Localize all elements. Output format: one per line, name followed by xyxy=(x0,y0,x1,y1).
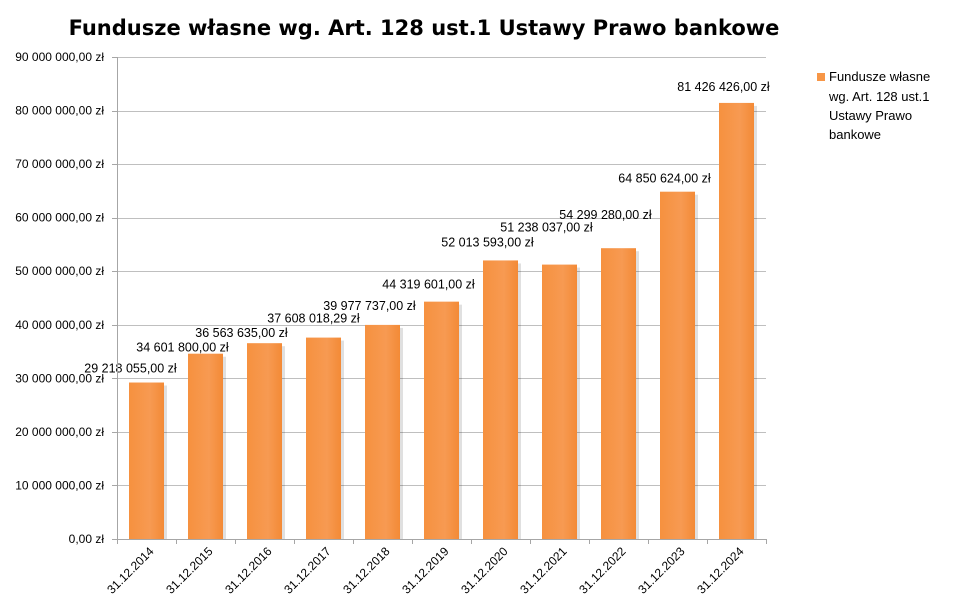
y-tick-label: 20 000 000,00 zł xyxy=(15,425,104,439)
bars xyxy=(129,102,757,539)
data-label: 29 218 055,00 zł xyxy=(84,362,177,376)
data-label: 64 850 624,00 zł xyxy=(618,172,711,186)
y-tick-label: 70 000 000,00 zł xyxy=(15,157,104,171)
data-label: 81 426 426,00 zł xyxy=(677,80,770,94)
bar-31.12.2014 xyxy=(129,382,164,539)
data-label: 37 608 018,29 zł xyxy=(267,312,360,326)
bar-31.12.2019 xyxy=(424,301,459,539)
x-tick-label: 31.12.2023 xyxy=(635,544,688,597)
x-tick-label: 31.12.2022 xyxy=(576,544,629,597)
data-label: 34 601 800,00 zł xyxy=(136,341,229,355)
legend-label-line-1: Fundusze własne xyxy=(829,69,930,84)
bar-31.12.2022 xyxy=(601,248,636,539)
legend-label-line-2: wg. Art. 128 ust.1 xyxy=(828,89,929,104)
bar-31.12.2021 xyxy=(542,264,577,539)
y-tick-label: 90 000 000,00 zł xyxy=(15,50,104,64)
legend-label-line-4: bankowe xyxy=(829,127,881,142)
y-tick-label: 10 000 000,00 zł xyxy=(15,478,104,492)
x-tick-label: 31.12.2019 xyxy=(399,544,452,597)
legend-label-line-3: Ustawy Prawo xyxy=(829,108,912,123)
bar-31.12.2023 xyxy=(660,191,695,539)
bar-31.12.2020 xyxy=(483,260,518,539)
legend-swatch xyxy=(817,73,825,81)
data-label: 54 299 280,00 zł xyxy=(559,208,652,222)
x-tick-label: 31.12.2017 xyxy=(281,544,334,597)
data-label: 52 013 593,00 zł xyxy=(441,235,534,249)
y-tick-label: 50 000 000,00 zł xyxy=(15,264,104,278)
bar-31.12.2024 xyxy=(719,102,754,539)
y-tick-label: 30 000 000,00 zł xyxy=(15,371,104,385)
bar-31.12.2016 xyxy=(247,343,282,539)
x-tick-label: 31.12.2018 xyxy=(340,544,393,597)
data-label: 39 977 737,00 zł xyxy=(323,299,416,313)
y-tick-label: 0,00 zł xyxy=(69,532,105,546)
y-tick-label: 40 000 000,00 zł xyxy=(15,318,104,332)
y-tick-label: 60 000 000,00 zł xyxy=(15,211,104,225)
chart-title: Fundusze własne wg. Art. 128 ust.1 Ustaw… xyxy=(69,16,780,40)
y-tick-label: 80 000 000,00 zł xyxy=(15,104,104,118)
x-tick-label: 31.12.2024 xyxy=(694,544,747,597)
data-label: 36 563 635,00 zł xyxy=(195,326,288,340)
y-axis-tick-labels: 0,00 zł 10 000 000,00 zł 20 000 000,00 zł 3… xyxy=(15,50,104,546)
data-label: 51 238 037,00 zł xyxy=(500,221,593,235)
bar-31.12.2015 xyxy=(188,353,223,539)
x-tick-label: 31.12.2020 xyxy=(458,544,511,597)
x-tick-label: 31.12.2015 xyxy=(163,544,216,597)
axes xyxy=(117,57,766,540)
x-tick-label: 31.12.2021 xyxy=(517,544,570,597)
legend: Fundusze własne wg. Art. 128 ust.1 Ustaw… xyxy=(817,69,930,142)
x-tick-label: 31.12.2014 xyxy=(104,544,157,597)
bar-31.12.2017 xyxy=(306,337,341,539)
x-tick-label: 31.12.2016 xyxy=(222,544,275,597)
x-axis-tick-labels: 31.12.2014 31.12.2015 31.12.2016 31.12.2017… xyxy=(104,544,747,597)
bar-31.12.2018 xyxy=(365,324,400,539)
data-label: 44 319 601,00 zł xyxy=(382,278,475,292)
